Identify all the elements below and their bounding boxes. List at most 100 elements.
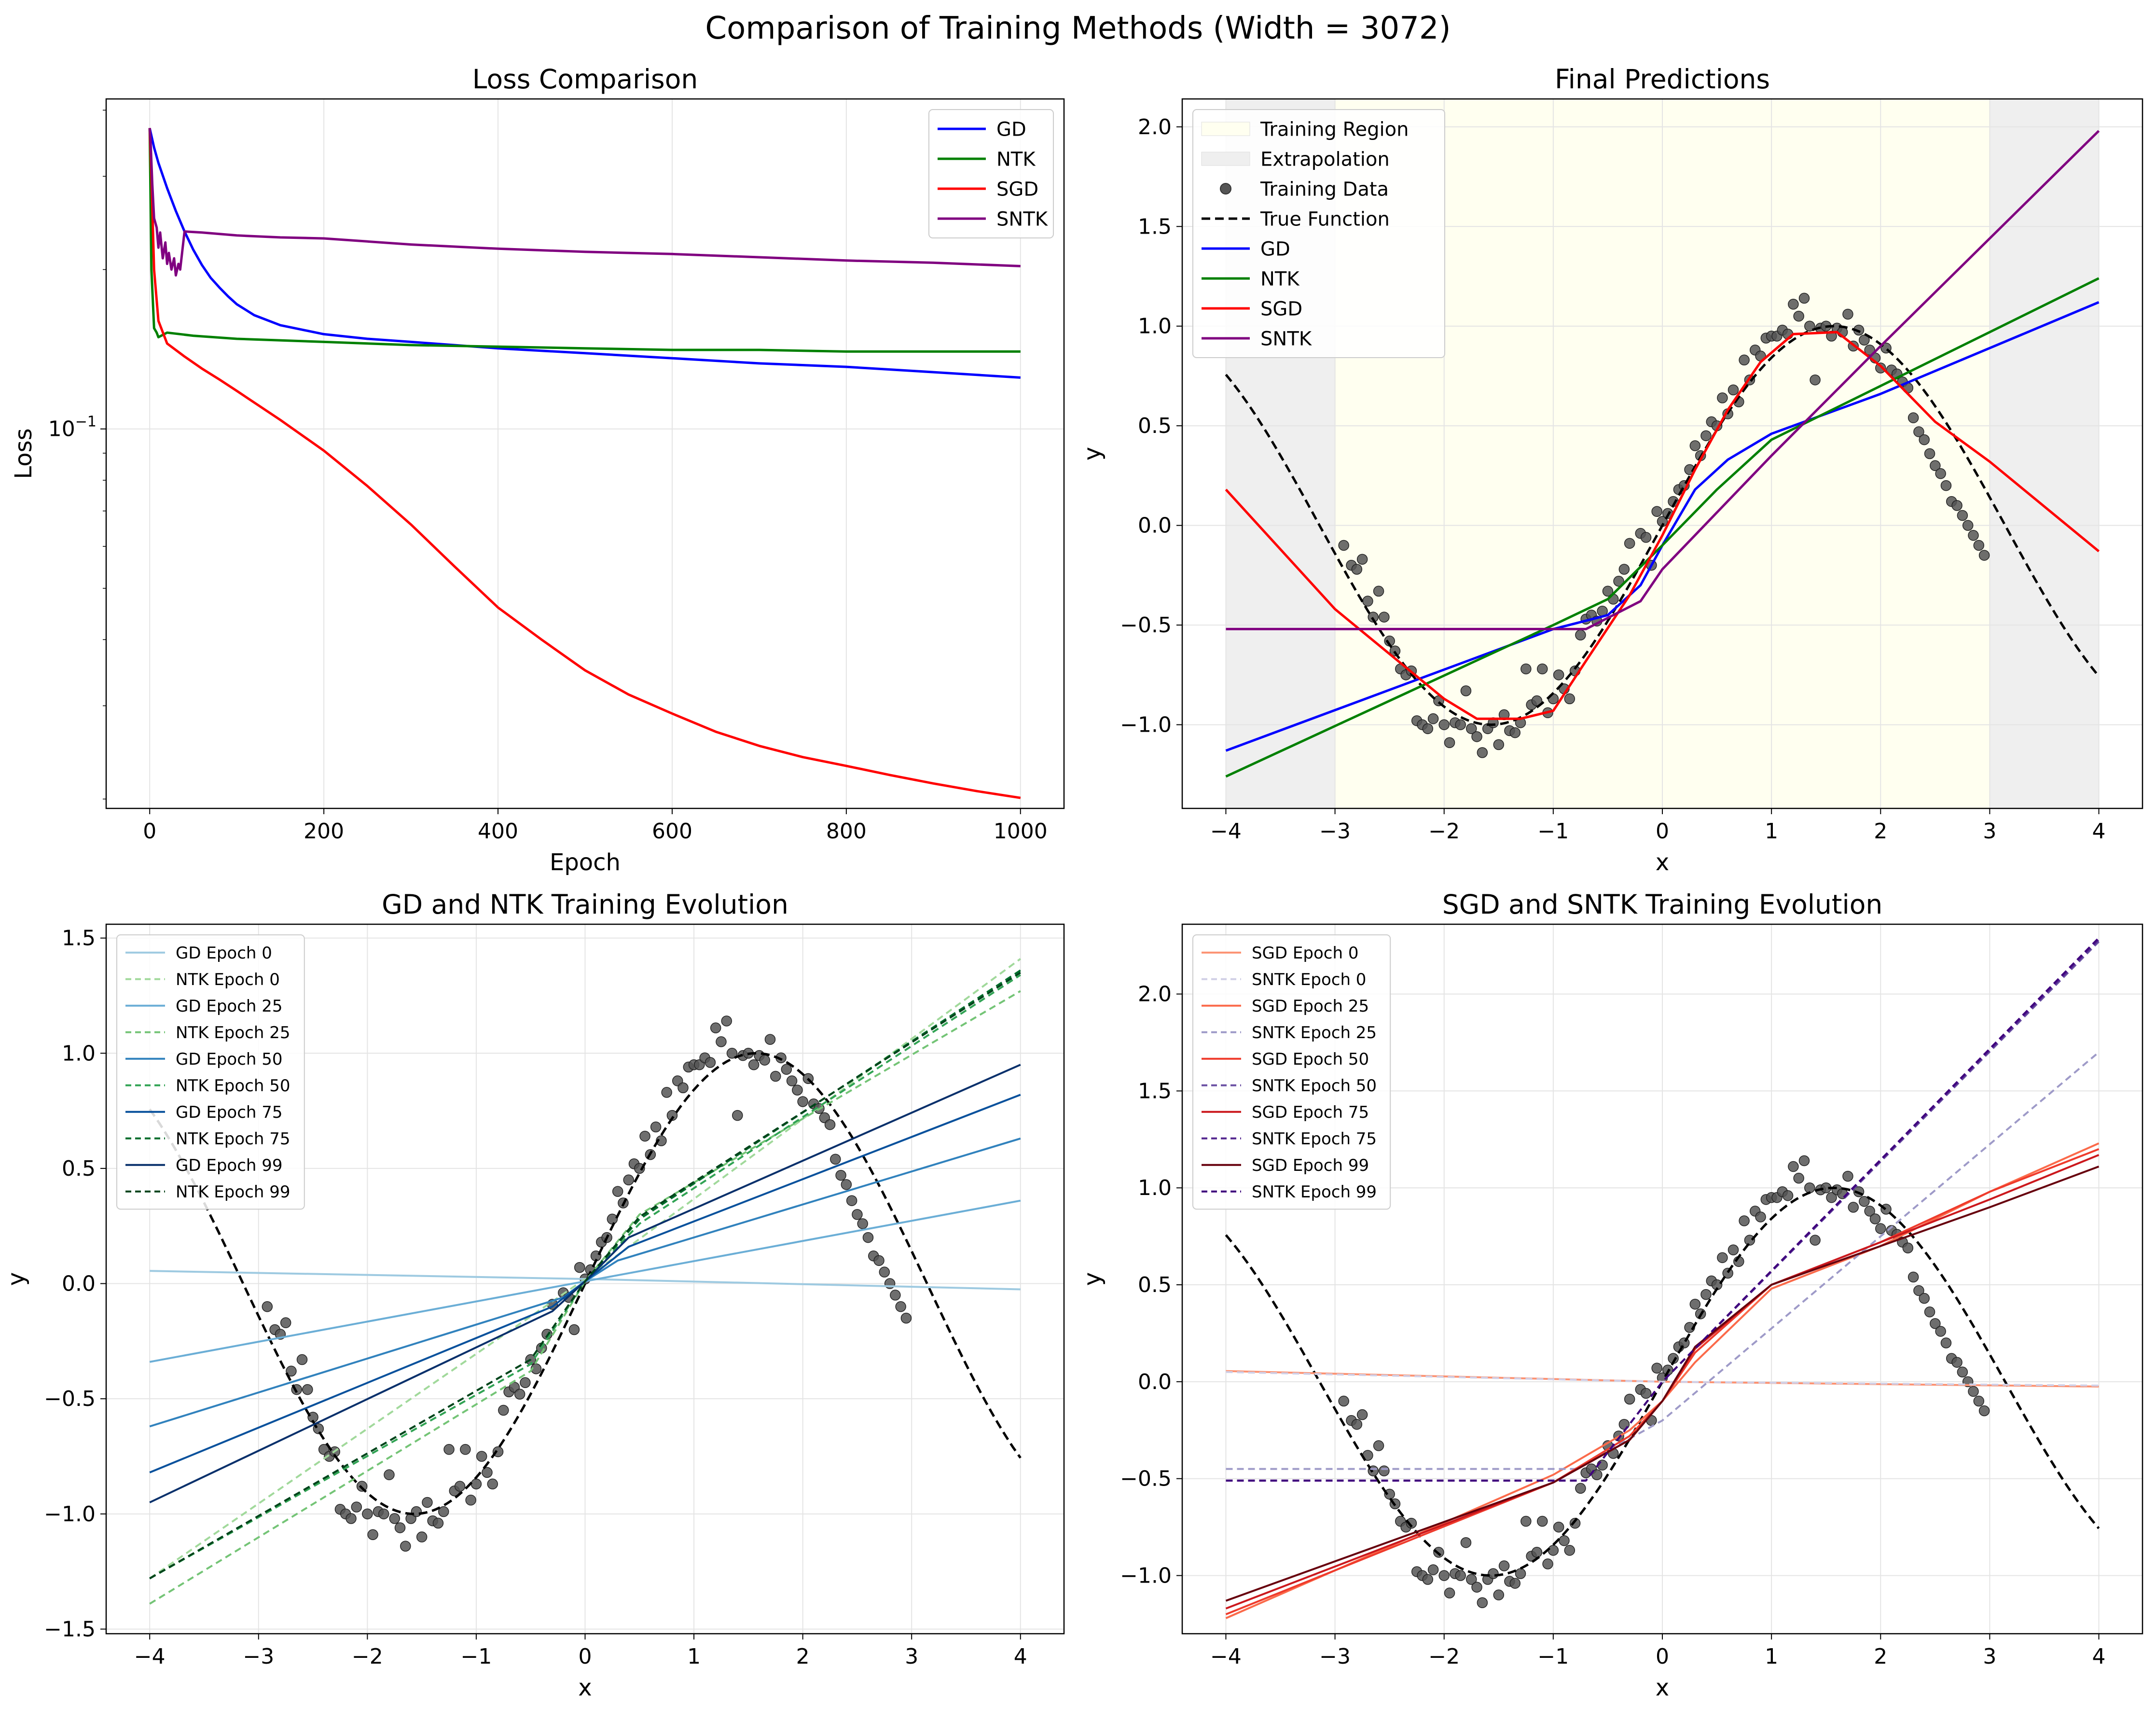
legend-label: SGD Epoch 25 (1252, 997, 1369, 1016)
data-point (1940, 480, 1952, 491)
data-point (1466, 723, 1477, 735)
y-tick-label: 2.0 (1138, 115, 1172, 139)
data-point (1842, 308, 1853, 320)
data-point (1477, 747, 1488, 758)
chart-title: Loss Comparison (472, 64, 698, 95)
x-tick-label: −4 (134, 1644, 166, 1669)
axes-frame (1181, 98, 2143, 809)
data-point (1351, 564, 1363, 575)
legend-label: SNTK Epoch 99 (1252, 1182, 1377, 1202)
data-point (1640, 532, 1652, 543)
data-point (1368, 611, 1379, 623)
data-point (482, 1467, 493, 1478)
data-point (612, 1186, 623, 1197)
data-point (895, 1301, 906, 1312)
legend-label: NTK (996, 148, 1036, 170)
data-point (1520, 1515, 1532, 1527)
data-point (650, 1121, 662, 1133)
legend-label: GD (996, 118, 1026, 140)
data-point (677, 1082, 689, 1094)
series-sgd-epoch-25 (1225, 1142, 2100, 1619)
legend-label: SGD Epoch 75 (1252, 1103, 1369, 1122)
x-axis-label: x (578, 1674, 592, 1701)
data-point (1907, 412, 1919, 423)
data-point (781, 1064, 792, 1075)
legend-label: NTK Epoch 75 (176, 1129, 290, 1149)
data-point (1962, 520, 1974, 531)
data-point (1422, 1574, 1434, 1585)
legend-item-sgd: SGD (1202, 298, 1302, 320)
data-point (1919, 434, 1930, 445)
data-point (1493, 1589, 1505, 1600)
x-tick-label: 4 (2092, 819, 2106, 844)
legend-label: NTK Epoch 25 (176, 1023, 290, 1042)
legend-item-sntk-epoch-25: SNTK Epoch 25 (1202, 1023, 1377, 1042)
x-tick-label: 3 (905, 1644, 918, 1669)
data-point (411, 1506, 422, 1517)
data-point (1804, 320, 1815, 332)
legend-item-gd: GD (1202, 238, 1290, 260)
chart-title: SGD and SNTK Training Evolution (1442, 889, 1882, 920)
data-point (367, 1529, 378, 1541)
series-layer (1225, 937, 2100, 1619)
data-point (1848, 1202, 1859, 1213)
y-tick-label: 0.5 (1138, 1273, 1172, 1297)
y-tick-label: 1.5 (62, 926, 96, 951)
x-tick-label: 0 (1656, 1644, 1669, 1669)
data-point (1559, 1535, 1570, 1546)
data-point (1788, 299, 1799, 310)
series-sgd (1225, 331, 2100, 720)
data-point (1788, 1161, 1799, 1172)
data-point (1564, 1545, 1576, 1556)
data-point (1700, 430, 1712, 442)
legend-item-ntk-epoch-99: NTK Epoch 99 (125, 1182, 290, 1202)
data-point (721, 1015, 732, 1027)
data-point (476, 1451, 487, 1462)
legend-label: SNTK (996, 208, 1049, 230)
data-point (607, 1213, 618, 1225)
y-axis-label: Loss (10, 428, 37, 479)
data-point (1957, 1366, 1968, 1378)
data-point (394, 1522, 406, 1533)
data-point (1373, 1440, 1384, 1451)
legend-item-sgd-epoch-50: SGD Epoch 50 (1202, 1050, 1369, 1069)
data-point (1537, 1515, 1548, 1527)
legend: GD Epoch 0 NTK Epoch 0 GD Epoch 25 NTK Epoc… (116, 934, 305, 1210)
data-point (384, 1469, 395, 1480)
legend-box (1192, 109, 1445, 358)
data-point (1930, 460, 1941, 472)
data-point (1973, 540, 1985, 551)
data-point (1379, 611, 1390, 623)
data-point (1618, 564, 1630, 575)
data-point (862, 1232, 874, 1243)
data-point (302, 1384, 313, 1395)
data-point (656, 1135, 667, 1146)
legend-item-sntk-epoch-0: SNTK Epoch 0 (1202, 970, 1366, 989)
data-point (1869, 1213, 1881, 1224)
x-tick-label: −4 (1210, 819, 1242, 844)
legend-item-ntk-epoch-0: NTK Epoch 0 (125, 970, 280, 989)
legend-label: GD Epoch 25 (176, 997, 283, 1016)
data-point (1422, 723, 1434, 735)
y-tick-label: 0.0 (62, 1272, 96, 1296)
x-tick-label: 0 (1656, 819, 1669, 844)
data-point (280, 1317, 291, 1328)
data-point (770, 1070, 781, 1082)
series-gd (1225, 301, 2100, 752)
data-point (716, 1036, 727, 1047)
data-point (296, 1354, 308, 1365)
figure-title: Comparison of Training Methods (Width = … (705, 11, 1451, 46)
region-extrapolation (1990, 99, 2099, 808)
training-data-points (262, 1015, 912, 1552)
data-point (835, 1169, 846, 1181)
data-point (1810, 374, 1821, 386)
x-tick-label: 0 (579, 1644, 592, 1669)
legend-item-sntk-epoch-99: SNTK Epoch 99 (1202, 1182, 1377, 1202)
legend-label: NTK Epoch 50 (176, 1076, 290, 1096)
legend-item-sntk: SNTK (938, 208, 1049, 230)
data-point (487, 1478, 498, 1490)
legend-item-training-region: Training Region (1201, 118, 1409, 140)
series-sntk-epoch-99 (1226, 937, 2100, 1482)
y-tick-label-exponent: −1 (75, 414, 97, 431)
data-point (1968, 530, 1979, 541)
